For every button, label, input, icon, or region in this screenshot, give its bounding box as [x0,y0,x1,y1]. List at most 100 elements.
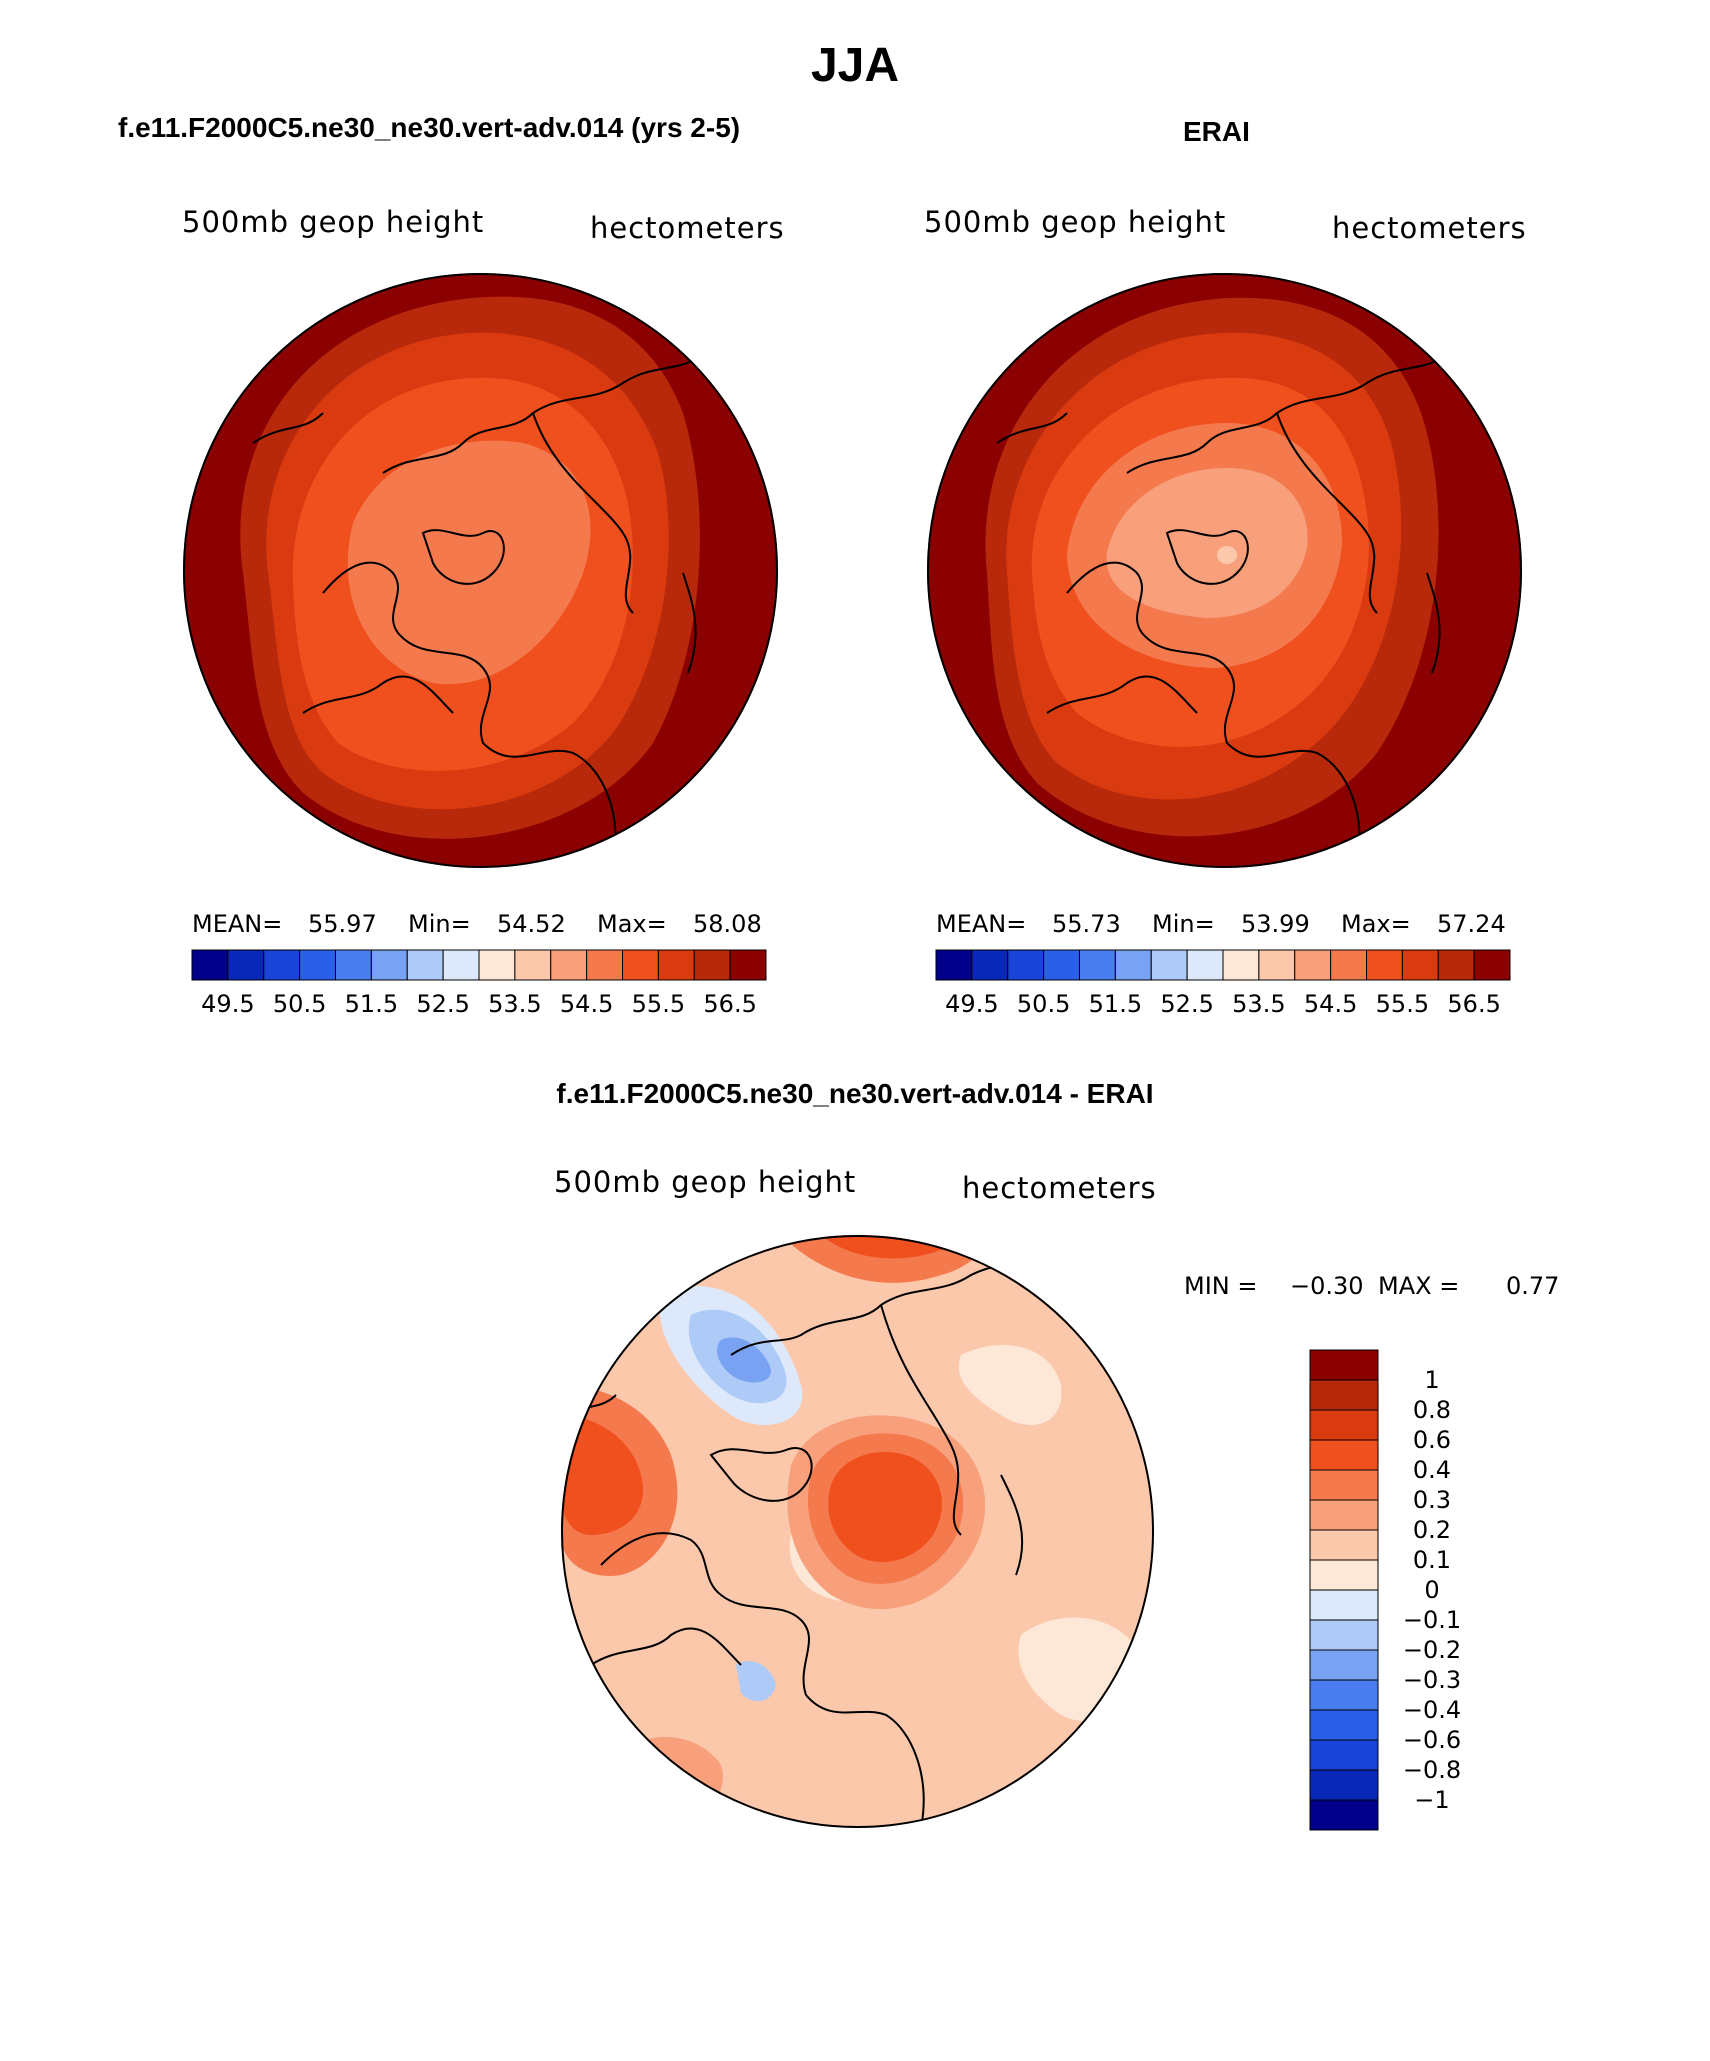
colorbar-swatch [191,949,229,981]
coastlines [996,352,1448,868]
colorbar-tick-label: 0.1 [1412,1546,1452,1574]
colorbar-swatch [1294,949,1332,981]
diff-polar-map [561,1235,1154,1828]
colorbar-tick-label: −0.6 [1402,1726,1462,1754]
diff-units-label: hectometers [962,1171,1157,1205]
panel2-variable-label: 500mb geop height [924,205,1227,239]
panel2-polar-map [927,273,1522,868]
colorbar-tick-label: 50.5 [272,990,327,1018]
colorbar-tick-label: 53.5 [1232,990,1286,1018]
colorbar-tick-label: 50.5 [1016,990,1071,1018]
diff-variable-label: 500mb geop height [554,1165,857,1199]
colorbar-swatch [1473,949,1511,981]
panel2-max-label: Max= [1341,910,1411,938]
colorbar-swatch [1309,1679,1379,1711]
colorbar-tick-label: 56.5 [703,990,757,1018]
colorbar-swatch [1309,1469,1379,1501]
coastlines [561,1249,1052,1828]
panel1-min-label: Min= [408,910,471,938]
panel2-mean-value: 55.73 [1052,910,1121,938]
coastlines [252,352,704,868]
panel1-min-value: 54.52 [497,910,566,938]
colorbar-tick-label: 0.8 [1412,1396,1452,1424]
colorbar-swatch [1309,1559,1379,1591]
panel2-min-value: 53.99 [1241,910,1310,938]
colorbar-tick-label: 55.5 [1375,990,1430,1018]
colorbar-tick-label: 0.2 [1412,1516,1452,1544]
colorbar-swatch [657,949,695,981]
colorbar-tick-label: 0 [1424,1576,1440,1604]
colorbar-tick-label: 52.5 [416,990,470,1018]
colorbar-swatch [263,949,301,981]
colorbar-swatch [1309,1649,1379,1681]
colorbar-swatch [1309,1439,1379,1471]
panel1-max-value: 58.08 [693,910,762,938]
colorbar-swatch [729,949,767,981]
colorbar-tick-label: 51.5 [1088,990,1143,1018]
colorbar-tick-label: 51.5 [344,990,399,1018]
colorbar-tick-label: −1 [1414,1786,1450,1814]
colorbar-tick-label: −0.8 [1402,1756,1462,1784]
diff-colorbar-labels: 1 0.8 0.6 0.4 0.3 0.2 0.1 0 −0.1 −0.2 −0.3 −0.4 −0.6… [1392,1350,1512,1830]
contour-band [561,1415,643,1535]
colorbar-swatch [227,949,265,981]
colorbar-swatch [1401,949,1439,981]
figure-title: JJA [810,39,900,92]
contour-band [736,1661,776,1702]
colorbar-tick-label: 1 [1424,1366,1440,1394]
colorbar-swatch [1079,949,1116,981]
colorbar-swatch [1309,1709,1379,1741]
panel1-variable-label: 500mb geop height [182,205,485,239]
colorbar-swatch [1043,949,1080,981]
diff-colorbar [1309,1349,1379,1831]
colorbar-tick-label: 49.5 [201,990,255,1018]
colorbar-tick-label: 52.5 [1160,990,1214,1018]
colorbar-swatch [299,949,336,981]
colorbar-swatch [1309,1409,1379,1441]
colorbar-tick-label: 56.5 [1447,990,1501,1018]
colorbar-tick-label: 49.5 [945,990,999,1018]
colorbar-swatch [406,949,444,981]
colorbar-tick-label: 53.5 [488,990,542,1018]
colorbar-tick-label: −0.2 [1402,1636,1462,1664]
panel2-colorbar-labels: 49.5 50.5 51.5 52.5 53.5 54.5 55.5 56.5 [936,990,1510,1020]
colorbar-swatch [514,949,552,981]
contour-band [1106,468,1308,618]
colorbar-swatch [622,949,659,981]
colorbar-tick-label: 55.5 [631,990,686,1018]
colorbar-swatch [1114,949,1152,981]
colorbar-swatch [442,949,480,981]
diff-max-label: MAX = [1378,1272,1460,1300]
contour-band [958,1345,1062,1425]
colorbar-tick-label: −0.4 [1402,1696,1462,1724]
panel1-units-label: hectometers [590,211,785,245]
colorbar-swatch [1309,1799,1379,1831]
colorbar-swatch [1309,1589,1379,1621]
diff-min-label: MIN = [1184,1272,1258,1300]
panel2-mean-label: MEAN= [936,910,1027,938]
panel2-min-label: Min= [1152,910,1215,938]
panel1-mean-label: MEAN= [192,910,283,938]
colorbar-swatch [1309,1499,1379,1531]
colorbar-swatch [1437,949,1475,981]
colorbar-swatch [1222,949,1260,981]
colorbar-swatch [1309,1619,1379,1651]
colorbar-swatch [1309,1739,1379,1771]
colorbar-swatch [693,949,731,981]
panel2-units-label: hectometers [1332,211,1527,245]
colorbar-swatch [550,949,588,981]
panel2-max-value: 57.24 [1437,910,1506,938]
contour-band [347,440,591,685]
panel1-colorbar-labels: 49.5 50.5 51.5 52.5 53.5 54.5 55.5 56.5 [192,990,766,1020]
panel2-colorbar [935,949,1511,981]
colorbar-swatch [335,949,372,981]
colorbar-tick-label: 0.4 [1412,1456,1452,1484]
colorbar-tick-label: 54.5 [559,990,614,1018]
colorbar-swatch [1309,1769,1379,1801]
colorbar-swatch [1150,949,1188,981]
panel1-polar-map [183,273,778,868]
diff-case-title: f.e11.F2000C5.ne30_ne30.vert-adv.014 - E… [556,1078,1154,1109]
contour-band [716,1337,771,1383]
panel2-case-title: ERAI [1183,116,1250,147]
colorbar-swatch [1007,949,1045,981]
